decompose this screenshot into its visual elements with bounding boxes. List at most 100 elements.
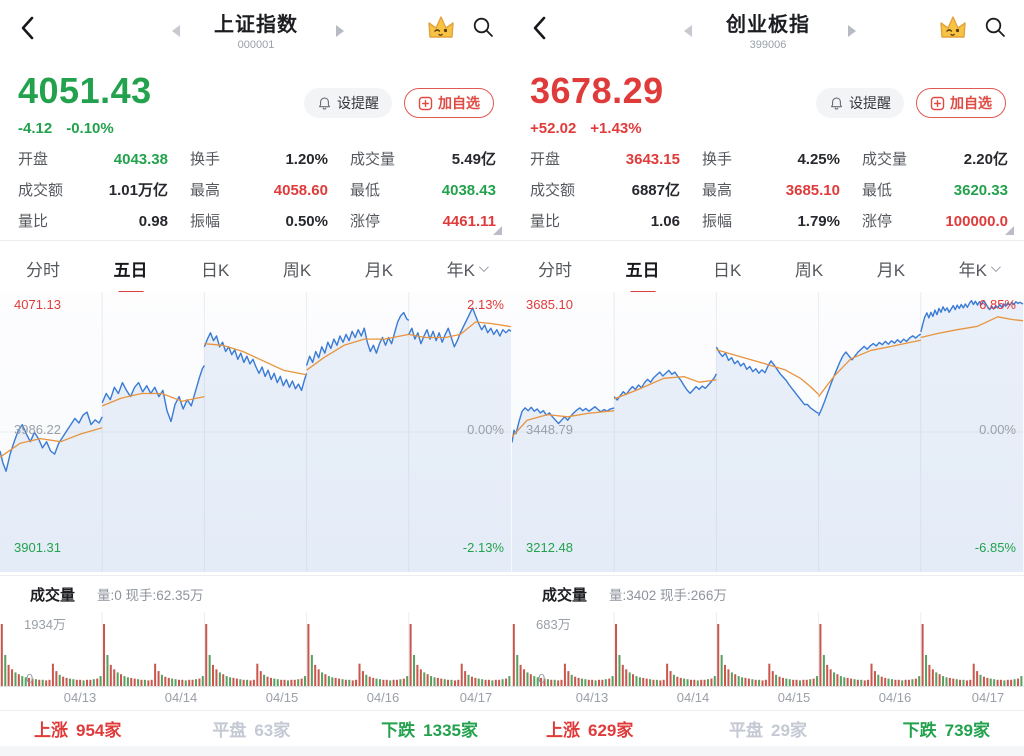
stat-label: 成交量 (862, 151, 908, 168)
tab-monthly-k[interactable]: 月K (364, 260, 394, 280)
volume-chart[interactable]: 1934万 0 (0, 612, 512, 688)
tab-weekly-k[interactable]: 周K (282, 260, 312, 280)
stat-value: 1.01万亿 (108, 182, 168, 199)
volume-max-label: 683万 (536, 617, 571, 632)
stat-value: 6887亿 (631, 182, 680, 199)
volume-title: 成交量 (30, 586, 76, 604)
add-box-icon (930, 96, 945, 110)
stat-value: 3643.15 (625, 151, 680, 168)
stats-grid: 开盘 3643.15 换手 4.25% 成交量 2.20亿 成交额 6887亿 最高 36… (530, 148, 1008, 231)
add-watchlist-label: 加自选 (950, 95, 992, 111)
volume-min-label: 0 (26, 671, 34, 686)
bottom-strip (0, 746, 512, 756)
tab-minute[interactable]: 分时 (538, 260, 572, 280)
search-button[interactable] (470, 15, 496, 41)
volume-info: 量:0 现手:62.35万 (97, 588, 204, 603)
stat-label: 量比 (18, 213, 49, 230)
stat-value: 5.49亿 (451, 151, 496, 168)
pct-mid-label: 0.00% (467, 422, 504, 437)
mascot-icon[interactable] (938, 14, 968, 42)
expand-stats-handle[interactable] (493, 226, 502, 235)
decliners-stat[interactable]: 下跌 739家 (902, 721, 990, 740)
set-alert-button[interactable]: 设提醒 (304, 88, 392, 118)
price-chart[interactable]: 3685.10 3448.79 3212.48 6.85% 0.00% -6.8… (512, 292, 1024, 572)
tab-daily-k[interactable]: 日K (201, 260, 230, 280)
period-tabs: 分时 五日 日K 周K 月K 年K (0, 246, 512, 290)
stat-label: 换手 (190, 151, 221, 168)
tab-yearly-k[interactable]: 年K (957, 252, 1001, 285)
bell-icon (830, 97, 843, 110)
advancers-stat[interactable]: 上涨 629家 (546, 721, 634, 740)
search-button[interactable] (982, 15, 1008, 41)
stat-value: 0.50% (285, 213, 328, 230)
set-alert-label: 设提醒 (849, 95, 891, 111)
prev-index-icon[interactable] (172, 25, 180, 37)
tab-five-day[interactable]: 五日 (112, 252, 150, 285)
stat-label: 涨停 (350, 213, 381, 230)
mascot-icon[interactable] (426, 14, 456, 42)
stat-label: 换手 (702, 151, 733, 168)
stat-value: 100000.0 (945, 213, 1008, 230)
price-change: -4.12 -0.10% (18, 120, 152, 137)
stat-label: 成交额 (18, 182, 64, 199)
volume-chart[interactable]: 683万 0 (512, 612, 1024, 688)
add-watchlist-label: 加自选 (438, 95, 480, 111)
stat-value: 3620.33 (953, 182, 1008, 199)
volume-title: 成交量 (542, 586, 588, 604)
volume-max-label: 1934万 (24, 617, 66, 632)
axis-mid-label: 3448.79 (526, 422, 573, 437)
decliners-stat[interactable]: 下跌 1335家 (381, 721, 478, 740)
bell-icon (318, 97, 331, 110)
tab-daily-k[interactable]: 日K (713, 260, 742, 280)
back-button[interactable] (526, 12, 558, 46)
unchanged-stat[interactable]: 平盘 29家 (729, 721, 807, 740)
back-chevron-icon (533, 16, 546, 39)
axis-max-label: 4071.13 (14, 297, 61, 312)
set-alert-button[interactable]: 设提醒 (816, 88, 904, 118)
search-icon (985, 17, 1005, 37)
stat-value: 0.98 (138, 213, 168, 230)
stat-label: 振幅 (702, 213, 733, 230)
stat-value: 4043.38 (113, 151, 168, 168)
date-tick: 04/13 (63, 690, 97, 705)
stat-value: 4058.60 (273, 182, 328, 199)
stat-value: 4038.43 (441, 182, 496, 199)
expand-stats-handle[interactable] (1005, 226, 1014, 235)
stats-grid: 开盘 4043.38 换手 1.20% 成交量 5.49亿 成交额 1.01万亿 最高 4… (18, 148, 496, 231)
add-watchlist-button[interactable]: 加自选 (916, 88, 1006, 118)
stat-value: 4461.11 (442, 213, 496, 230)
search-icon (473, 17, 493, 37)
tab-yearly-k[interactable]: 年K (445, 252, 489, 285)
stat-value: 2.20亿 (963, 151, 1008, 168)
advancers-stat[interactable]: 上涨 954家 (34, 721, 122, 740)
unchanged-stat[interactable]: 平盘 63家 (212, 721, 291, 740)
price-change: +52.02 +1.43% (530, 120, 664, 137)
date-tick: 04/13 (575, 690, 609, 705)
stat-label: 最低 (350, 182, 381, 199)
add-watchlist-button[interactable]: 加自选 (404, 88, 494, 118)
pct-min-label: -6.85% (974, 540, 1016, 555)
price-chart[interactable]: 4071.13 3986.22 3901.31 2.13% 0.00% -2.1… (0, 292, 512, 572)
change-percent: +1.43% (590, 120, 642, 137)
date-tick: 04/14 (164, 690, 198, 705)
date-tick: 04/17 (459, 690, 493, 705)
tab-monthly-k[interactable]: 月K (876, 260, 906, 280)
market-breadth: 上涨 954家 平盘 63家 下跌 1335家 (0, 711, 512, 746)
bottom-strip (512, 746, 1024, 756)
stat-label: 最高 (190, 182, 221, 199)
stat-value: 1.06 (650, 213, 680, 230)
stat-label: 最低 (862, 182, 893, 199)
tab-weekly-k[interactable]: 周K (794, 260, 824, 280)
pct-max-label: 2.13% (467, 297, 504, 312)
stat-label: 开盘 (18, 151, 49, 168)
next-index-icon[interactable] (336, 25, 344, 37)
next-index-icon[interactable] (848, 25, 856, 37)
prev-index-icon[interactable] (684, 25, 692, 37)
date-tick: 04/16 (878, 690, 912, 705)
pct-mid-label: 0.00% (979, 422, 1016, 437)
tab-minute[interactable]: 分时 (26, 260, 60, 280)
back-button[interactable] (14, 12, 46, 46)
market-breadth: 上涨 629家 平盘 29家 下跌 739家 (512, 711, 1024, 746)
volume-min-label: 0 (538, 671, 546, 686)
tab-five-day[interactable]: 五日 (624, 252, 662, 285)
